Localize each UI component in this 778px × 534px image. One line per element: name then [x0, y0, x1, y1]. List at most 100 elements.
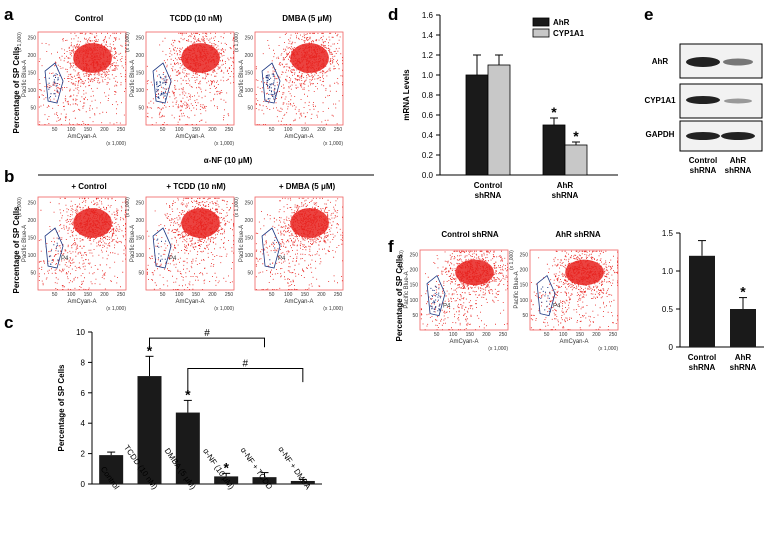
flow-dense-core [73, 43, 112, 73]
significance-marker: * [740, 284, 746, 300]
flow-x-tick: 50 [52, 127, 58, 133]
flow-gated-events [540, 286, 551, 313]
panel-letter-d: d [388, 5, 398, 24]
significance-bracket [187, 367, 304, 393]
flow-y-tick: 150 [410, 283, 419, 289]
flow-y-tick: 100 [520, 298, 529, 304]
flow-gate-label: P4 [61, 256, 69, 262]
bar [214, 476, 239, 484]
flow-y-tick: 50 [522, 313, 528, 319]
panel-b-y-label: Percentage of SP Cells [12, 206, 21, 294]
flow-y-tick: 50 [412, 313, 418, 319]
flow-x-axis-title: AmCyan-A [559, 339, 588, 345]
flow-plot-6: P4 AmCyan-A (x 1,000) Pacific Blue-A (x 1,00… [234, 196, 344, 312]
flow-y-tick: 200 [136, 53, 145, 59]
flow-x-tick: 200 [208, 292, 217, 298]
significance-marker: * [185, 386, 191, 402]
flow-dense-core [290, 43, 329, 73]
blot-lane-label-ahr-2: shRNA [725, 166, 752, 175]
x-tick-label: α-NF + DMBA [276, 445, 313, 492]
flow-y-axis-title: Pacific Blue-A [404, 271, 410, 308]
bar [252, 477, 277, 484]
flow-y-tick: 50 [247, 105, 253, 111]
y-tick-label: 6 [81, 389, 86, 398]
flow-x-axis-title: AmCyan-A [67, 299, 96, 305]
flow-gate [44, 62, 64, 104]
flow-y-scale: (x 1,000) [17, 197, 23, 217]
flow-gate [536, 274, 556, 317]
flow-x-tick: 200 [208, 127, 217, 133]
flow-x-tick: 250 [334, 127, 343, 133]
flow-x-tick: 250 [225, 292, 234, 298]
bar [689, 255, 715, 347]
flow-gated-events [265, 73, 276, 100]
flow-x-tick: 200 [100, 127, 109, 133]
flow-y-scale: (x 1,000) [509, 250, 515, 270]
flow-gate-label: P4 [553, 304, 561, 310]
flow-x-tick: 200 [592, 332, 601, 338]
flow-x-scale: (x 1,000) [323, 306, 343, 312]
flow-plot-4: P4 AmCyan-A (x 1,000) Pacific Blue-A (x 1,00… [17, 196, 127, 312]
flow-y-scale: (x 1,000) [234, 197, 240, 217]
flow-dense-core [565, 259, 604, 286]
blot-row-label-cyp1a1: CYP1A1 [644, 96, 676, 105]
panel-a-title-1: Control [75, 14, 103, 23]
flow-x-axis-title: AmCyan-A [67, 134, 96, 140]
bar-cyp1a1 [564, 144, 588, 176]
flow-y-tick: 50 [247, 270, 253, 276]
flow-x-tick: 150 [84, 127, 93, 133]
y-tick-label: 1.5 [662, 229, 674, 238]
bracket-label: # [204, 328, 210, 339]
y-tick-label: 8 [81, 358, 86, 367]
flow-gate-label: P4 [169, 256, 177, 262]
flow-x-scale: (x 1,000) [106, 141, 126, 147]
flow-x-axis-title: AmCyan-A [284, 299, 313, 305]
blot-band-gapdh-control [686, 132, 720, 140]
significance-marker: * [147, 342, 153, 358]
flow-x-tick: 200 [317, 127, 326, 133]
flow-x-scale: (x 1,000) [214, 306, 234, 312]
flow-dots [530, 250, 618, 331]
flow-y-tick: 200 [28, 218, 37, 224]
panel-letter-b: b [4, 167, 14, 186]
flow-x-tick: 200 [100, 292, 109, 298]
flow-y-tick: 150 [136, 70, 145, 76]
flow-y-tick: 200 [245, 218, 254, 224]
flow-gate [261, 62, 281, 104]
flow-x-tick: 150 [192, 292, 201, 298]
flow-y-tick: 150 [136, 235, 145, 241]
bar [290, 480, 315, 484]
bar [99, 455, 124, 484]
flow-x-tick: 100 [67, 292, 76, 298]
flow-x-tick: 250 [334, 292, 343, 298]
flow-x-tick: 250 [117, 292, 126, 298]
panel-letter-e: e [644, 5, 653, 24]
flow-gate-label: P4 [443, 304, 451, 310]
chart-c-y-label: Percentage of SP Cells [57, 364, 66, 452]
blot-lane-label-ahr-1: AhR [730, 156, 747, 165]
panel-f-title-1: Control shRNA [441, 230, 499, 239]
flow-y-tick: 250 [136, 200, 145, 206]
flow-dense-core [181, 43, 220, 73]
flow-x-tick: 50 [269, 292, 275, 298]
y-tick-label: 0.2 [422, 151, 434, 160]
blot-band-cyp1a1-knockdown [724, 98, 752, 104]
flow-y-axis-title: Pacific Blue-A [514, 271, 520, 308]
flow-x-tick: 250 [225, 127, 234, 133]
flow-x-tick: 100 [175, 292, 184, 298]
flow-x-tick: 100 [284, 127, 293, 133]
blot-lane-label-control-2: shRNA [690, 166, 717, 175]
flow-gated-events [156, 73, 167, 100]
x-tick-label: shRNA [552, 191, 579, 200]
y-tick-label: 1.4 [422, 31, 434, 40]
flow-y-tick: 250 [245, 200, 254, 206]
flow-y-tick: 250 [410, 253, 419, 259]
flow-dense-core [73, 208, 112, 238]
y-tick-label: 0.6 [422, 111, 434, 120]
flow-y-tick: 250 [520, 253, 529, 259]
significance-marker: * [551, 104, 557, 120]
legend-label-ahr: AhR [553, 18, 570, 27]
x-tick-label: α-NF (10 μM) [201, 447, 236, 492]
flow-x-tick: 150 [466, 332, 475, 338]
